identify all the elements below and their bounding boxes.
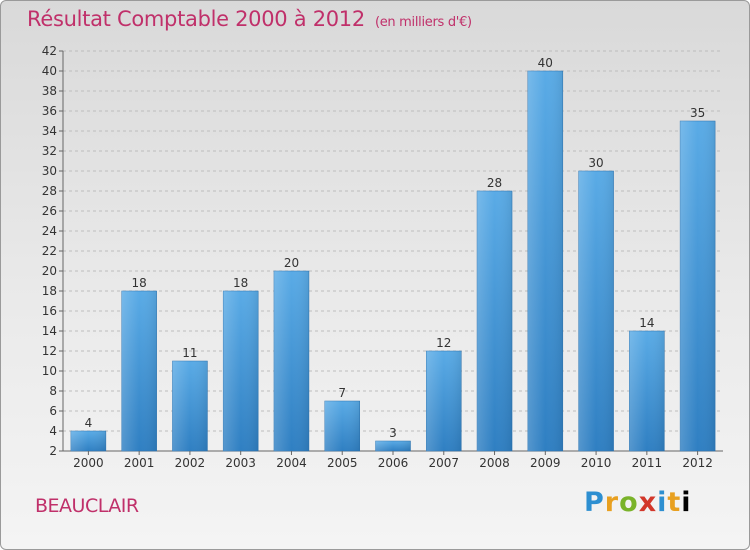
y-tick-label: 30: [42, 164, 57, 178]
x-tick-label: 2011: [632, 456, 663, 470]
y-tick-label: 34: [42, 124, 57, 138]
bar-shine: [680, 121, 716, 451]
y-tick-label: 8: [49, 384, 57, 398]
bar-shine: [121, 291, 157, 451]
bar-shine: [324, 401, 360, 451]
y-tick-label: 12: [42, 344, 57, 358]
y-tick-label: 6: [49, 404, 57, 418]
y-tick-label: 4: [49, 424, 57, 438]
data-label: 18: [132, 276, 147, 290]
bar-shine: [223, 291, 259, 451]
bar-shine: [426, 351, 462, 451]
data-label: 7: [338, 386, 346, 400]
y-tick-label: 24: [42, 224, 57, 238]
data-label: 12: [436, 336, 451, 350]
data-label: 14: [639, 316, 654, 330]
chart-title-text: Résultat Comptable 2000 à 2012: [27, 7, 365, 31]
y-tick-label: 26: [42, 204, 57, 218]
x-tick-label: 2003: [225, 456, 256, 470]
logo-letter: i: [657, 487, 668, 518]
data-label: 4: [85, 416, 93, 430]
chart-title: Résultat Comptable 2000 à 2012 (en millie…: [27, 7, 472, 31]
y-tick-label: 42: [42, 44, 57, 58]
y-tick-label: 20: [42, 264, 57, 278]
data-label: 18: [233, 276, 248, 290]
commune-name: BEAUCLAIR: [35, 495, 139, 517]
data-label: 20: [284, 256, 299, 270]
x-tick-label: 2000: [73, 456, 104, 470]
bar-shine: [70, 431, 106, 451]
y-tick-label: 28: [42, 184, 57, 198]
x-tick-label: 2006: [378, 456, 409, 470]
x-tick-label: 2010: [581, 456, 612, 470]
x-tick-label: 2008: [479, 456, 510, 470]
x-tick-label: 2009: [530, 456, 561, 470]
data-label: 11: [182, 346, 197, 360]
bar-shine: [578, 171, 614, 451]
bar-shine: [273, 271, 309, 451]
x-tick-label: 2001: [124, 456, 155, 470]
y-tick-label: 14: [42, 324, 57, 338]
y-tick-label: 32: [42, 144, 57, 158]
x-tick-label: 2007: [428, 456, 459, 470]
x-tick-label: 2004: [276, 456, 307, 470]
x-tick-label: 2002: [175, 456, 206, 470]
data-label: 30: [588, 156, 603, 170]
bar-shine: [527, 71, 563, 451]
data-label: 40: [538, 56, 553, 70]
y-tick-label: 40: [42, 64, 57, 78]
y-tick-label: 22: [42, 244, 57, 258]
bar-shine: [477, 191, 513, 451]
bar-shine: [375, 441, 411, 451]
logo-letter: i: [681, 487, 692, 518]
y-tick-label: 38: [42, 84, 57, 98]
y-tick-label: 10: [42, 364, 57, 378]
logo-letter: x: [638, 487, 658, 518]
y-tick-label: 36: [42, 104, 57, 118]
chart-unit: (en milliers d'€): [374, 15, 472, 30]
proxiti-logo: Proxiti: [584, 487, 692, 518]
data-label: 3: [389, 426, 397, 440]
bar-shine: [629, 331, 665, 451]
logo-letter: t: [667, 487, 682, 518]
y-tick-label: 18: [42, 284, 57, 298]
data-label: 28: [487, 176, 502, 190]
x-tick-label: 2005: [327, 456, 358, 470]
logo-letter: r: [604, 487, 620, 518]
logo-letter: o: [619, 487, 639, 518]
x-tick-label: 2012: [682, 456, 713, 470]
data-label: 35: [690, 106, 705, 120]
bar-shine: [172, 361, 208, 451]
y-tick-label: 16: [42, 304, 57, 318]
logo-letter: P: [584, 487, 605, 518]
y-tick-label: 2: [49, 444, 57, 458]
